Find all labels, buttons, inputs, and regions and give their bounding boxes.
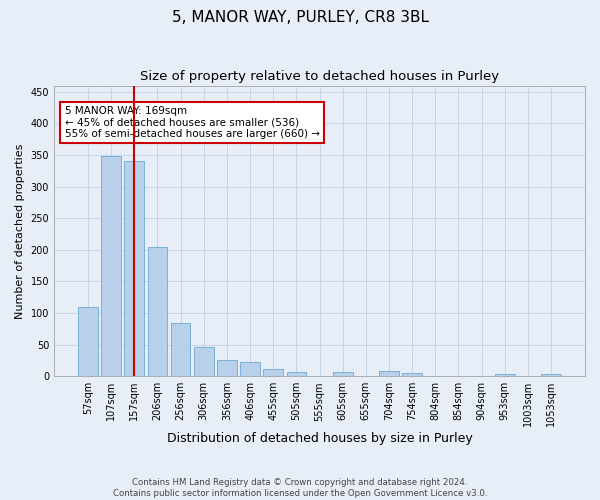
Bar [333,372,353,376]
Y-axis label: Number of detached properties: Number of detached properties [15,143,25,318]
Bar [171,323,190,376]
Bar [263,368,283,376]
Bar [379,371,399,376]
Bar [240,362,260,376]
Bar [287,372,306,376]
Bar [541,374,561,376]
Bar [148,248,167,376]
Bar [101,156,121,376]
Bar [402,373,422,376]
Title: Size of property relative to detached houses in Purley: Size of property relative to detached ho… [140,70,499,83]
Text: 5 MANOR WAY: 169sqm
← 45% of detached houses are smaller (536)
55% of semi-detac: 5 MANOR WAY: 169sqm ← 45% of detached ho… [65,106,320,139]
Text: 5, MANOR WAY, PURLEY, CR8 3BL: 5, MANOR WAY, PURLEY, CR8 3BL [172,10,428,25]
Bar [124,160,144,376]
Text: Contains HM Land Registry data © Crown copyright and database right 2024.
Contai: Contains HM Land Registry data © Crown c… [113,478,487,498]
Bar [194,346,214,376]
Bar [78,306,98,376]
Bar [217,360,237,376]
Bar [495,374,515,376]
X-axis label: Distribution of detached houses by size in Purley: Distribution of detached houses by size … [167,432,472,445]
